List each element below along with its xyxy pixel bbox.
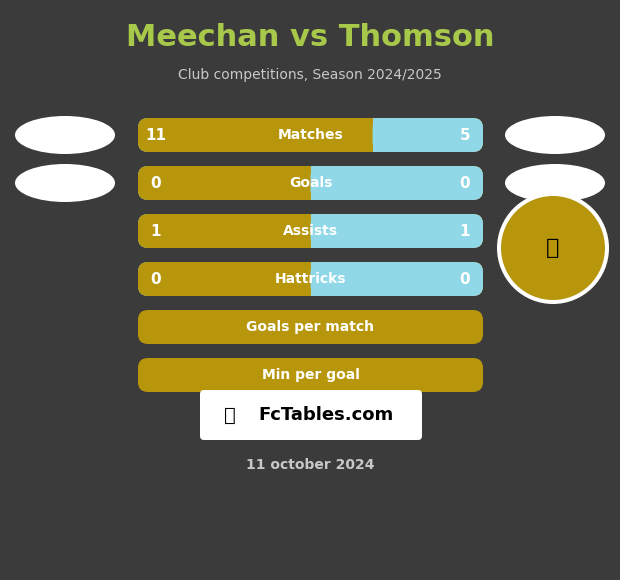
FancyBboxPatch shape (311, 262, 483, 296)
Text: 11 october 2024: 11 october 2024 (246, 458, 374, 472)
Text: 0: 0 (151, 271, 161, 287)
Text: 11: 11 (146, 128, 167, 143)
Text: 0: 0 (459, 176, 471, 190)
FancyBboxPatch shape (138, 166, 483, 200)
Text: 📊: 📊 (224, 405, 236, 425)
FancyBboxPatch shape (138, 358, 483, 392)
Text: FcTables.com: FcTables.com (259, 406, 394, 424)
Bar (311, 214, 326, 248)
Ellipse shape (15, 164, 115, 202)
Ellipse shape (505, 164, 605, 202)
FancyBboxPatch shape (138, 214, 483, 248)
Ellipse shape (15, 116, 115, 154)
FancyBboxPatch shape (138, 214, 483, 248)
Text: 🐝: 🐝 (546, 238, 560, 258)
Text: Assists: Assists (283, 224, 338, 238)
Bar (373, 118, 388, 152)
Text: 5: 5 (459, 128, 471, 143)
Text: Matches: Matches (278, 128, 343, 142)
FancyBboxPatch shape (138, 262, 483, 296)
Ellipse shape (505, 116, 605, 154)
Text: Goals: Goals (289, 176, 332, 190)
FancyBboxPatch shape (311, 166, 483, 200)
Bar (311, 262, 326, 296)
FancyBboxPatch shape (138, 262, 483, 296)
FancyBboxPatch shape (138, 118, 483, 152)
FancyBboxPatch shape (373, 118, 483, 152)
FancyBboxPatch shape (138, 118, 483, 152)
Circle shape (501, 196, 605, 300)
FancyBboxPatch shape (200, 390, 422, 440)
Text: 0: 0 (151, 176, 161, 190)
Text: 1: 1 (460, 223, 470, 238)
Text: Goals per match: Goals per match (247, 320, 374, 334)
Circle shape (497, 192, 609, 304)
FancyBboxPatch shape (138, 310, 483, 344)
FancyBboxPatch shape (311, 214, 483, 248)
Text: Hattricks: Hattricks (275, 272, 346, 286)
Text: Club competitions, Season 2024/2025: Club competitions, Season 2024/2025 (178, 68, 442, 82)
Bar (311, 166, 326, 200)
Text: 1: 1 (151, 223, 161, 238)
Text: 0: 0 (459, 271, 471, 287)
FancyBboxPatch shape (138, 166, 483, 200)
Text: Meechan vs Thomson: Meechan vs Thomson (126, 24, 494, 53)
Text: Min per goal: Min per goal (262, 368, 360, 382)
